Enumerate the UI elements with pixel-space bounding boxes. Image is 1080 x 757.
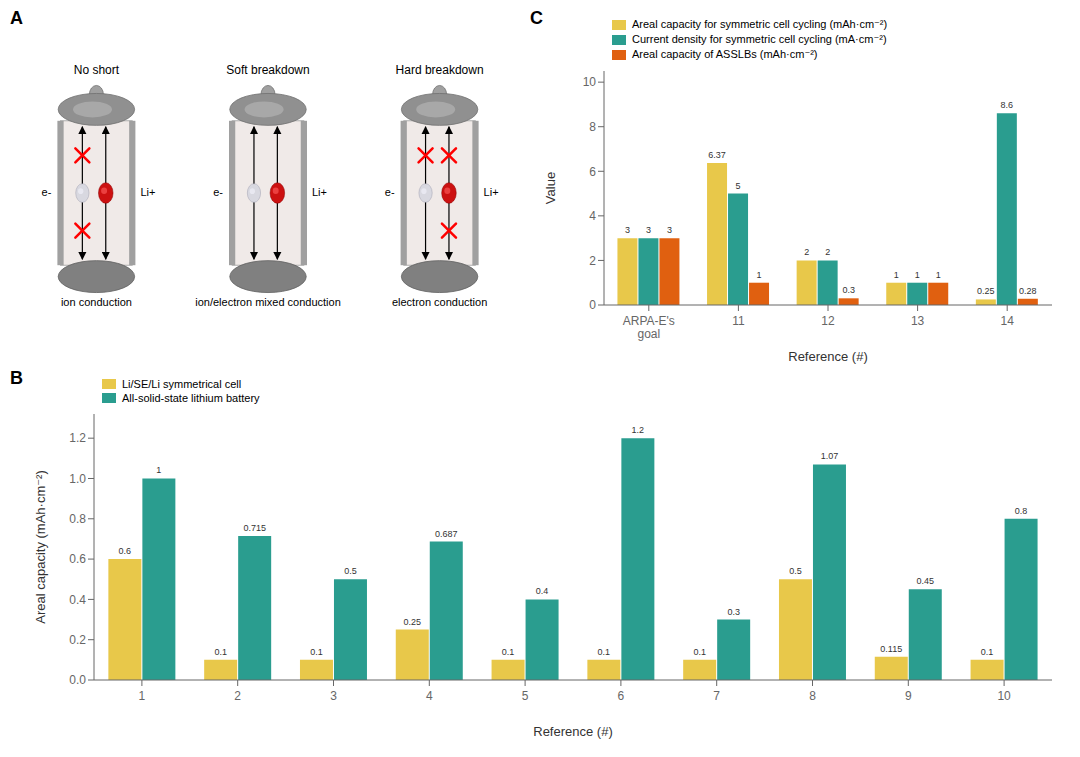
svg-text:ion/electron mixed conduction: ion/electron mixed conduction [195, 296, 341, 308]
svg-text:0.25: 0.25 [404, 617, 422, 627]
svg-text:e-: e- [385, 186, 395, 198]
svg-text:1.2: 1.2 [632, 425, 645, 435]
html-text:C: C [530, 8, 543, 28]
svg-text:0.4: 0.4 [536, 586, 549, 596]
svg-text:Reference (#): Reference (#) [533, 724, 612, 739]
html-text:Li/SE/Li symmetrical cell: Li/SE/Li symmetrical cell [122, 378, 242, 390]
svg-text:Areal capacity (mAh·cm⁻²): Areal capacity (mAh·cm⁻²) [33, 470, 48, 624]
svg-text:1: 1 [894, 270, 899, 280]
svg-text:6.37: 6.37 [708, 150, 726, 160]
svg-text:0.2: 0.2 [69, 633, 86, 647]
svg-text:No short: No short [74, 63, 120, 77]
html-text:Areal capacity of ASSLBs (mAh·: Areal capacity of ASSLBs (mAh·cm⁻²) [632, 48, 818, 60]
html-text:Current density for symmetric: Current density for symmetric cell cycli… [632, 33, 887, 45]
svg-text:0.687: 0.687 [435, 529, 458, 539]
svg-text:3: 3 [667, 225, 672, 235]
svg-text:e-: e- [213, 186, 223, 198]
svg-text:0.5: 0.5 [789, 566, 802, 576]
svg-text:Li+: Li+ [312, 186, 327, 198]
html-text:All-solid-state lithium batter: All-solid-state lithium battery [122, 392, 260, 404]
svg-text:0.28: 0.28 [1019, 286, 1037, 296]
svg-text:4: 4 [426, 689, 433, 703]
svg-text:0.6: 0.6 [119, 546, 132, 556]
svg-text:5: 5 [736, 181, 741, 191]
svg-text:14: 14 [1001, 314, 1015, 328]
svg-text:8: 8 [809, 689, 816, 703]
svg-text:1.07: 1.07 [821, 451, 839, 461]
svg-text:2: 2 [589, 254, 596, 268]
svg-text:13: 13 [911, 314, 925, 328]
svg-text:8.6: 8.6 [1001, 100, 1014, 110]
svg-text:5: 5 [522, 689, 529, 703]
svg-text:Li+: Li+ [484, 186, 499, 198]
svg-text:0.1: 0.1 [214, 647, 227, 657]
svg-text:1: 1 [936, 270, 941, 280]
svg-text:0.3: 0.3 [842, 285, 855, 295]
svg-text:4: 4 [589, 209, 596, 223]
svg-text:e-: e- [42, 186, 52, 198]
svg-text:ARPA-E'sgoal: ARPA-E'sgoal [623, 314, 675, 341]
html-text:B: B [10, 368, 23, 388]
svg-text:1: 1 [915, 270, 920, 280]
svg-text:2: 2 [825, 247, 830, 257]
svg-text:8: 8 [589, 120, 596, 134]
svg-text:0.1: 0.1 [310, 647, 323, 657]
svg-text:6: 6 [618, 689, 625, 703]
html-text:A: A [10, 8, 23, 28]
svg-text:2: 2 [804, 247, 809, 257]
svg-text:1: 1 [139, 689, 146, 703]
svg-text:3: 3 [625, 225, 630, 235]
svg-text:0: 0 [589, 298, 596, 312]
svg-text:0.4: 0.4 [69, 593, 86, 607]
svg-text:0.1: 0.1 [598, 647, 611, 657]
svg-text:9: 9 [905, 689, 912, 703]
svg-text:0.5: 0.5 [344, 566, 357, 576]
html-text:Areal capacity for symmetric c: Areal capacity for symmetric cell cyclin… [632, 18, 888, 30]
svg-text:0.25: 0.25 [977, 286, 995, 296]
svg-text:10: 10 [997, 689, 1011, 703]
svg-text:0.1: 0.1 [693, 647, 706, 657]
svg-text:3: 3 [646, 225, 651, 235]
svg-text:0.6: 0.6 [69, 552, 86, 566]
svg-text:0.3: 0.3 [727, 607, 740, 617]
svg-text:0.0: 0.0 [69, 673, 86, 687]
svg-text:0.1: 0.1 [981, 647, 994, 657]
svg-text:10: 10 [583, 75, 597, 89]
svg-text:0.8: 0.8 [1015, 506, 1028, 516]
svg-text:2: 2 [234, 689, 241, 703]
svg-text:Value: Value [543, 172, 558, 204]
svg-text:0.45: 0.45 [917, 576, 935, 586]
svg-text:1.2: 1.2 [69, 431, 86, 445]
svg-text:0.1: 0.1 [502, 647, 515, 657]
svg-text:1: 1 [156, 465, 161, 475]
svg-text:3: 3 [330, 689, 337, 703]
svg-text:Hard breakdown: Hard breakdown [396, 63, 484, 77]
svg-text:1: 1 [757, 270, 762, 280]
svg-text:7: 7 [713, 689, 720, 703]
svg-text:Reference (#): Reference (#) [788, 349, 867, 364]
svg-text:ion conduction: ion conduction [61, 296, 132, 308]
svg-text:1.0: 1.0 [69, 472, 86, 486]
svg-text:12: 12 [821, 314, 835, 328]
svg-text:11: 11 [732, 314, 745, 328]
svg-text:6: 6 [589, 165, 596, 179]
svg-text:Soft breakdown: Soft breakdown [226, 63, 309, 77]
svg-text:0.715: 0.715 [243, 523, 266, 533]
svg-text:Li+: Li+ [140, 186, 155, 198]
svg-text:electron conduction: electron conduction [392, 296, 487, 308]
svg-text:0.8: 0.8 [69, 512, 86, 526]
svg-text:0.115: 0.115 [880, 644, 902, 654]
